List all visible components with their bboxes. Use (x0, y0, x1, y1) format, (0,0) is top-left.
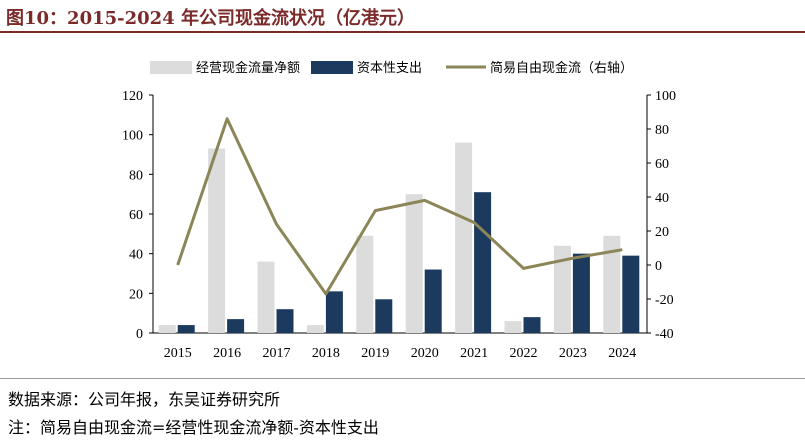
formula-note: 注：简易自由现金流=经营性现金流净额-资本性支出 (8, 418, 379, 437)
right-tick-label: -40 (655, 327, 674, 342)
bar-capex (523, 317, 541, 333)
x-tick-label: 2020 (411, 346, 439, 361)
legend-label-operating: 经营现金流量净额 (196, 60, 300, 76)
bar-operating-cash-flow (306, 325, 324, 333)
x-tick-label: 2017 (263, 346, 291, 361)
left-tick-label: 120 (122, 89, 143, 104)
bar-operating-cash-flow (405, 194, 423, 333)
bar-operating-cash-flow (158, 325, 176, 333)
bar-operating-cash-flow (455, 142, 473, 333)
bar-capex (276, 309, 294, 333)
x-tick-label: 2024 (608, 346, 636, 361)
left-tick-label: 60 (129, 208, 143, 223)
bar-capex (572, 253, 590, 333)
x-tick-label: 2019 (361, 346, 389, 361)
bar-capex (424, 269, 442, 333)
right-tick-label: -20 (655, 293, 674, 308)
legend-label-capex: 资本性支出 (357, 61, 422, 76)
footer-rule (0, 378, 805, 379)
right-tick-label: 40 (655, 191, 669, 206)
cash-flow-chart: 0 20 40 60 80 100 120 -40 -20 0 20 40 60 80 100 2015 201… (122, 60, 676, 361)
x-tick-label: 2022 (510, 346, 538, 361)
x-tick-label: 2015 (164, 346, 192, 361)
bar-capex (474, 192, 492, 333)
left-tick-label: 80 (129, 168, 143, 183)
bar-operating-cash-flow (208, 148, 226, 333)
legend-label-free-cash-flow: 简易自由现金流（右轴） (490, 60, 633, 76)
x-tick-label: 2016 (213, 346, 241, 361)
line-free-cash-flow (176, 117, 623, 296)
left-tick-label: 100 (122, 129, 143, 144)
x-tick-label: 2023 (559, 346, 587, 361)
right-tick-label: 60 (655, 157, 669, 172)
bar-operating-cash-flow (603, 235, 621, 333)
right-tick-label: 20 (655, 225, 669, 240)
title-rule (0, 31, 805, 33)
title-bar: 图10：2015-2024 年公司现金流状况（亿港元） (0, 0, 805, 34)
right-tick-label: 100 (655, 89, 676, 104)
bar-operating-cash-flow (356, 235, 374, 333)
chart-title: 图10：2015-2024 年公司现金流状况（亿港元） (6, 8, 415, 29)
bar-capex (227, 319, 245, 333)
legend-swatch-operating (150, 61, 192, 74)
x-tick-label: 2018 (312, 346, 340, 361)
right-tick-label: 0 (655, 259, 662, 274)
bar-operating-cash-flow (257, 261, 275, 333)
left-tick-label: 0 (136, 327, 143, 342)
right-tick-label: 80 (655, 123, 669, 138)
bar-capex (325, 291, 343, 333)
bar-capex (375, 299, 393, 333)
bar-capex (177, 325, 195, 333)
source-note: 数据来源：公司年报，东吴证券研究所 (8, 390, 281, 409)
left-tick-label: 40 (129, 248, 143, 263)
bar-operating-cash-flow (553, 245, 571, 333)
bar-operating-cash-flow (504, 321, 522, 333)
legend-swatch-capex (311, 61, 353, 74)
x-tick-label: 2021 (460, 346, 488, 361)
bar-capex (622, 255, 640, 333)
left-tick-label: 20 (129, 287, 143, 302)
